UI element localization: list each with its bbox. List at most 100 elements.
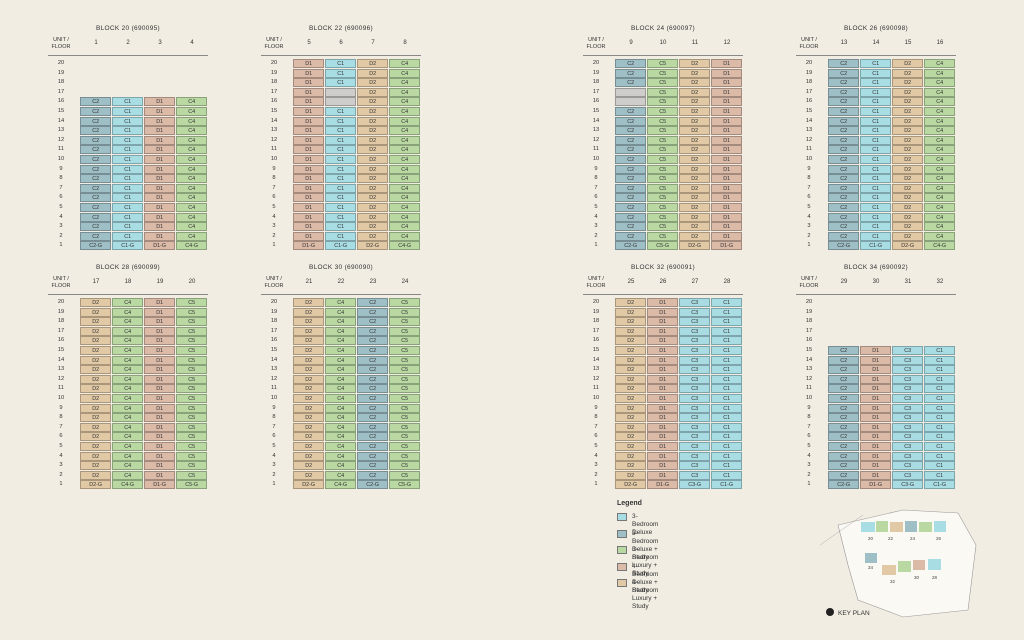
unit-cell: C4 xyxy=(924,193,956,203)
unit-cell: D1 xyxy=(860,394,892,403)
unit-cell: C4 xyxy=(924,126,956,136)
unit-cell: C4 xyxy=(176,222,208,232)
unit-cell: D2-G xyxy=(357,241,389,251)
unit-cell: C4 xyxy=(924,59,956,68)
unit-cell: D1 xyxy=(647,432,679,442)
unit-cell: C1 xyxy=(711,307,743,317)
unit-cell: D2 xyxy=(80,470,112,480)
unit-cell: C4 xyxy=(176,116,208,126)
unit-cell: C1 xyxy=(924,355,956,365)
unit-cell: D2 xyxy=(80,461,112,471)
unit-cell: C5 xyxy=(176,432,208,442)
legend-label: 3-Bedroom Deluxe xyxy=(632,513,659,536)
unit-cell: C1 xyxy=(325,107,357,116)
unit-cell: D2 xyxy=(293,403,325,413)
unit-cell: C2 xyxy=(80,203,112,212)
unit-cell: D1 xyxy=(711,145,743,155)
unit-cell: C2 xyxy=(615,145,647,155)
unit-column-header: 24 xyxy=(401,279,409,285)
unit-cell: C4 xyxy=(389,59,421,68)
unit-cell: C4 xyxy=(389,78,421,88)
unit-cell: D1 xyxy=(144,183,176,193)
unit-cell: D2 xyxy=(357,212,389,222)
unit-cell: D2 xyxy=(357,135,389,145)
unit-cell: D2 xyxy=(357,107,389,116)
unit-cell: D1 xyxy=(711,183,743,193)
floor-number: 17 xyxy=(270,88,278,95)
unit-column-header: 12 xyxy=(723,40,731,46)
unit-cell: D1 xyxy=(144,107,176,116)
unit-cell: D2 xyxy=(293,307,325,317)
unit-cell: D2 xyxy=(679,87,711,97)
unit-cell: C1 xyxy=(860,78,892,88)
block-title: BLOCK 34 (690092) xyxy=(844,264,908,271)
unit-cell: C2 xyxy=(828,155,860,164)
unit-cell: D1 xyxy=(293,59,325,68)
unit-cell: D2 xyxy=(679,68,711,78)
unit-cell: C1 xyxy=(860,193,892,203)
unit-cell: C2 xyxy=(615,174,647,184)
block-label-26: 26 xyxy=(936,536,942,541)
floor-number: 20 xyxy=(57,60,65,66)
floor-number: 12 xyxy=(57,136,65,143)
unit-cell: C3 xyxy=(679,432,711,442)
unit-cell: D2 xyxy=(615,355,647,365)
unit-column-header: 10 xyxy=(659,40,667,46)
unit-cell: C4-G xyxy=(924,241,956,251)
legend-label: 3-Bedroom Deluxe + Study xyxy=(632,529,659,561)
unit-column-header: 11 xyxy=(691,40,699,46)
unit-cell: D1 xyxy=(144,145,176,155)
unit-cell: D1 xyxy=(647,317,679,327)
floor-number: 7 xyxy=(59,423,63,430)
unit-cell: C4-G xyxy=(112,480,144,490)
unit-cell: C1 xyxy=(112,174,144,184)
unit-cell: C4 xyxy=(325,365,357,375)
floor-number: 11 xyxy=(58,146,64,153)
unit-cell: D2 xyxy=(615,365,647,375)
unit-cell: D2 xyxy=(892,145,924,155)
unit-cell: C1 xyxy=(924,365,956,375)
unit-cell: C2 xyxy=(615,59,647,68)
unit-cell: C5 xyxy=(176,470,208,480)
unit-cell: D2 xyxy=(293,413,325,423)
floor-number: 2 xyxy=(594,471,598,478)
unit-cell: D2-G xyxy=(80,480,112,490)
unit-cell: C2 xyxy=(828,68,860,78)
unit-cell: C4 xyxy=(325,432,357,442)
unit-cell: C2 xyxy=(828,403,860,413)
unit-cell: C4 xyxy=(112,374,144,384)
unit-cell: C2 xyxy=(80,145,112,155)
unit-column-header: 9 xyxy=(629,40,633,46)
floor-number: 3 xyxy=(59,223,63,230)
unit-cell: C1 xyxy=(325,222,357,232)
floor-number: 9 xyxy=(807,404,811,411)
floor-number: 20 xyxy=(592,299,600,305)
unit-cell: C2 xyxy=(828,212,860,222)
unit-cell: D1 xyxy=(144,394,176,403)
unit-cell: C2 xyxy=(828,116,860,126)
unit-cell: D1 xyxy=(647,365,679,375)
unit-cell: C1 xyxy=(860,222,892,232)
unit-cell: C4 xyxy=(389,203,421,212)
floor-number: 1 xyxy=(59,481,63,488)
unit-cell: C5 xyxy=(647,145,679,155)
block-shape xyxy=(913,560,925,570)
unit-cell: D1 xyxy=(293,174,325,184)
unit-cell: C4 xyxy=(389,193,421,203)
unit-cell: D1 xyxy=(647,451,679,461)
unit-cell: D2 xyxy=(615,413,647,423)
floor-number: 3 xyxy=(807,462,811,469)
block-cluster-top xyxy=(861,521,946,532)
floor-number: 18 xyxy=(805,79,813,86)
unit-cell: D2 xyxy=(679,97,711,107)
floor-number: 10 xyxy=(805,156,813,162)
floor-number: 7 xyxy=(807,184,811,191)
unit-cell: D2 xyxy=(80,374,112,384)
floor-number: 12 xyxy=(270,375,278,382)
unit-cell: C5 xyxy=(389,413,421,423)
unit-cell: C2 xyxy=(357,346,389,355)
unit-cell: C1 xyxy=(325,145,357,155)
floor-number: 16 xyxy=(270,98,278,105)
unit-floor-header: UNIT / FLOOR xyxy=(799,37,819,50)
unit-cell: D2 xyxy=(892,193,924,203)
